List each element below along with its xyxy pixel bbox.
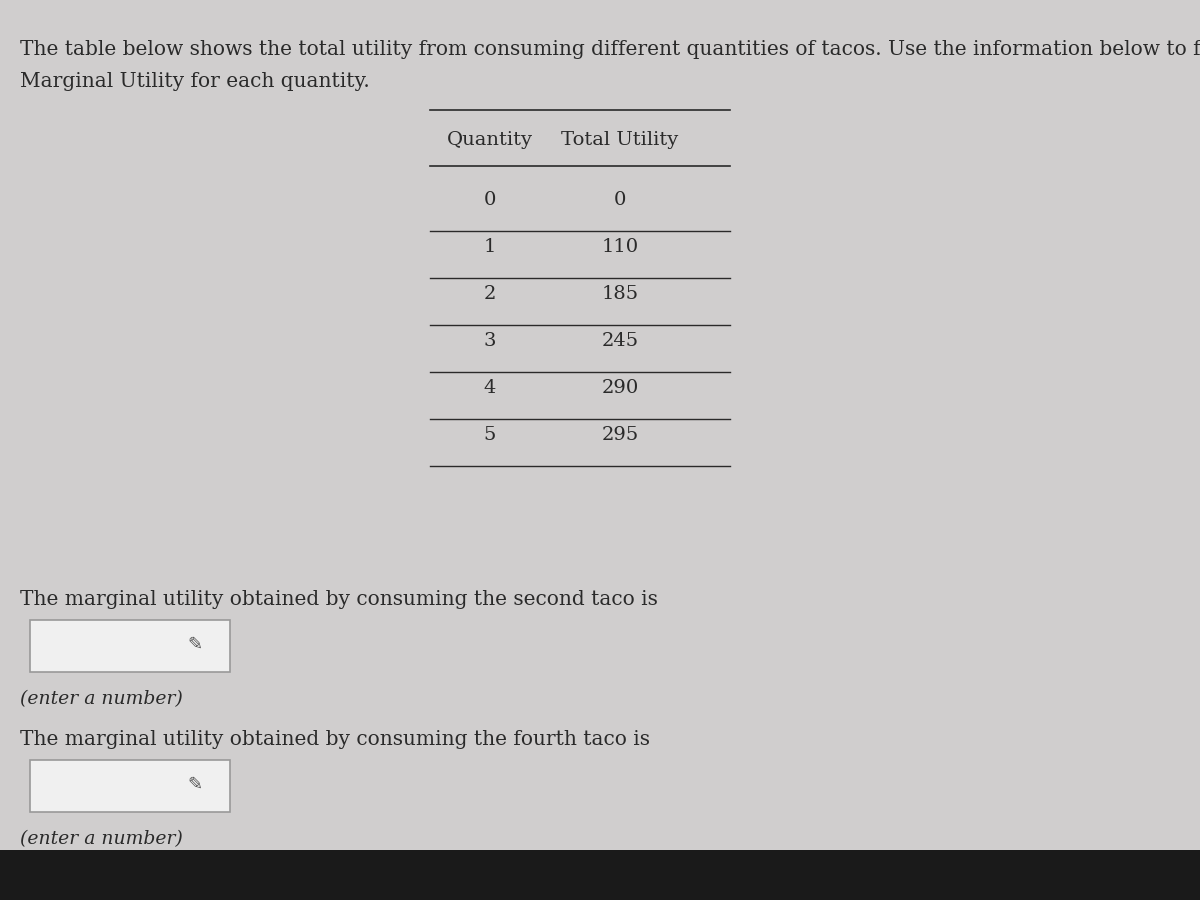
FancyBboxPatch shape bbox=[30, 760, 230, 812]
Text: ✎: ✎ bbox=[187, 776, 203, 794]
Text: 2: 2 bbox=[484, 285, 496, 303]
Text: 5: 5 bbox=[484, 426, 496, 444]
Text: 290: 290 bbox=[601, 379, 638, 397]
Text: (enter a number): (enter a number) bbox=[20, 690, 182, 708]
Text: 4: 4 bbox=[484, 379, 496, 397]
Text: The table below shows the total utility from consuming different quantities of t: The table below shows the total utility … bbox=[20, 40, 1200, 59]
Text: 110: 110 bbox=[601, 238, 638, 256]
Text: Quantity: Quantity bbox=[446, 131, 533, 149]
Text: 1: 1 bbox=[484, 238, 496, 256]
Text: The marginal utility obtained by consuming the second taco is: The marginal utility obtained by consumi… bbox=[20, 590, 658, 609]
Text: 0: 0 bbox=[614, 191, 626, 209]
Text: 245: 245 bbox=[601, 332, 638, 350]
Text: (enter a number): (enter a number) bbox=[20, 830, 182, 848]
Text: Marginal Utility for each quantity.: Marginal Utility for each quantity. bbox=[20, 72, 370, 91]
Text: 3: 3 bbox=[484, 332, 497, 350]
Text: Total Utility: Total Utility bbox=[562, 131, 679, 149]
FancyBboxPatch shape bbox=[0, 850, 1200, 900]
Text: 185: 185 bbox=[601, 285, 638, 303]
Text: ✎: ✎ bbox=[187, 636, 203, 654]
Text: The marginal utility obtained by consuming the fourth taco is: The marginal utility obtained by consumi… bbox=[20, 730, 650, 749]
FancyBboxPatch shape bbox=[30, 620, 230, 672]
Text: 0: 0 bbox=[484, 191, 496, 209]
Text: 295: 295 bbox=[601, 426, 638, 444]
